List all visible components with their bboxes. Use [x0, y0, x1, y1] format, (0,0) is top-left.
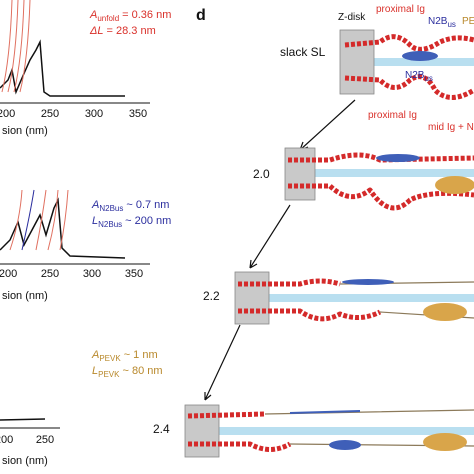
titin	[238, 278, 341, 287]
titin	[344, 34, 474, 52]
tick: 200	[0, 108, 15, 120]
fit-curves	[9, 189, 69, 251]
thick-filament	[345, 58, 474, 66]
text-part: = 0.36 nm	[122, 9, 171, 21]
pevk	[423, 433, 467, 451]
label: N2Bus	[428, 16, 456, 29]
text-part: N2B	[428, 16, 448, 27]
titin	[187, 411, 266, 419]
text-part: PEVK	[98, 370, 120, 379]
panel-label: d	[196, 7, 206, 24]
trace	[0, 39, 125, 97]
text-part: L	[92, 365, 98, 377]
tick: 200	[0, 434, 13, 446]
text-part: N2Bus	[99, 204, 123, 213]
text-part: = 28.3 nm	[107, 25, 156, 37]
titin	[288, 183, 474, 211]
text-part: us	[447, 20, 455, 29]
axis-label: sion (nm)	[2, 290, 48, 302]
thick-filament	[290, 169, 474, 177]
length: 2.2	[203, 289, 220, 303]
panel-trace-1: 200 250 300 350 sion (nm) Aunfold= 0.36 …	[0, 0, 171, 137]
arrow	[249, 204, 291, 269]
panel-trace-3: 200 250 sion (nm) APEVK~ 1 nm LPEVK~ 80 …	[0, 349, 163, 467]
fit-curve	[21, 189, 35, 251]
annotation: ΔL = 28.3 nm	[89, 25, 156, 37]
text-part: A	[91, 349, 99, 361]
z-disk	[284, 147, 316, 201]
titin	[238, 308, 382, 322]
n2bus	[376, 154, 420, 162]
length: 2.4	[153, 422, 170, 436]
text-part: N2B	[405, 70, 425, 81]
length: 2.0	[253, 167, 270, 181]
fit-curves	[1, 0, 31, 93]
label: PE	[462, 16, 474, 27]
label: N2Bus	[405, 70, 433, 83]
thick-filament	[240, 294, 474, 302]
label: proximal Ig	[368, 110, 417, 121]
z-disk	[339, 29, 375, 95]
axis-label: sion (nm)	[2, 455, 48, 467]
text-part: ΔL	[89, 25, 104, 37]
tick: 200	[0, 268, 17, 280]
text-part: A	[91, 199, 99, 211]
annotation: AN2Bus ~ 0.7 nm	[91, 199, 169, 213]
annotation: APEVK ~ 1 nm	[91, 349, 158, 363]
label: proximal Ig	[376, 4, 425, 15]
pevk	[435, 176, 474, 194]
z-disk	[234, 271, 270, 325]
n2bus	[342, 279, 394, 285]
titin	[188, 441, 292, 452]
label: mid Ig + N	[428, 122, 474, 133]
tick: 350	[125, 268, 143, 280]
annotation: LN2Bus ~ 200 nm	[92, 215, 171, 229]
n2bus	[402, 51, 438, 61]
tick: 300	[83, 268, 101, 280]
text-part: PEVK	[99, 354, 121, 363]
tick: 250	[41, 108, 59, 120]
axis-label: sion (nm)	[2, 125, 48, 137]
text-part: us	[424, 74, 432, 83]
text-part: L	[92, 215, 98, 227]
text-part: A	[89, 9, 97, 21]
text-part: ~ 0.7 nm	[126, 199, 169, 211]
n2bus	[329, 440, 361, 450]
z-disk	[184, 404, 220, 458]
arrow	[204, 324, 241, 401]
text-part: ~ 80 nm	[122, 365, 162, 377]
annotation: Aunfold = 0.36 nm	[89, 9, 171, 23]
tick: 350	[129, 108, 147, 120]
label: slack SL	[280, 45, 326, 59]
text-part: ~ 1 nm	[124, 349, 158, 361]
panel-d: d Z-disk slack SL proximal Ig N2Bus PE N…	[153, 4, 474, 458]
n2bus	[289, 410, 361, 414]
annotation: LPEVK ~ 80 nm	[92, 365, 163, 379]
trace	[0, 418, 46, 421]
thick-filament	[190, 427, 474, 435]
panel-trace-2: 200 250 300 350 sion (nm) AN2Bus ~ 0.7 nm…	[0, 189, 171, 302]
text-part: unfold	[97, 14, 119, 23]
titin	[344, 74, 474, 100]
label: Z-disk	[338, 12, 366, 23]
pevk	[423, 303, 467, 321]
text-part: N2Bus	[98, 220, 122, 229]
tick: 300	[85, 108, 103, 120]
text-part: ~ 200 nm	[125, 215, 171, 227]
tick: 250	[41, 268, 59, 280]
arrow	[299, 99, 356, 151]
tick: 250	[36, 434, 54, 446]
